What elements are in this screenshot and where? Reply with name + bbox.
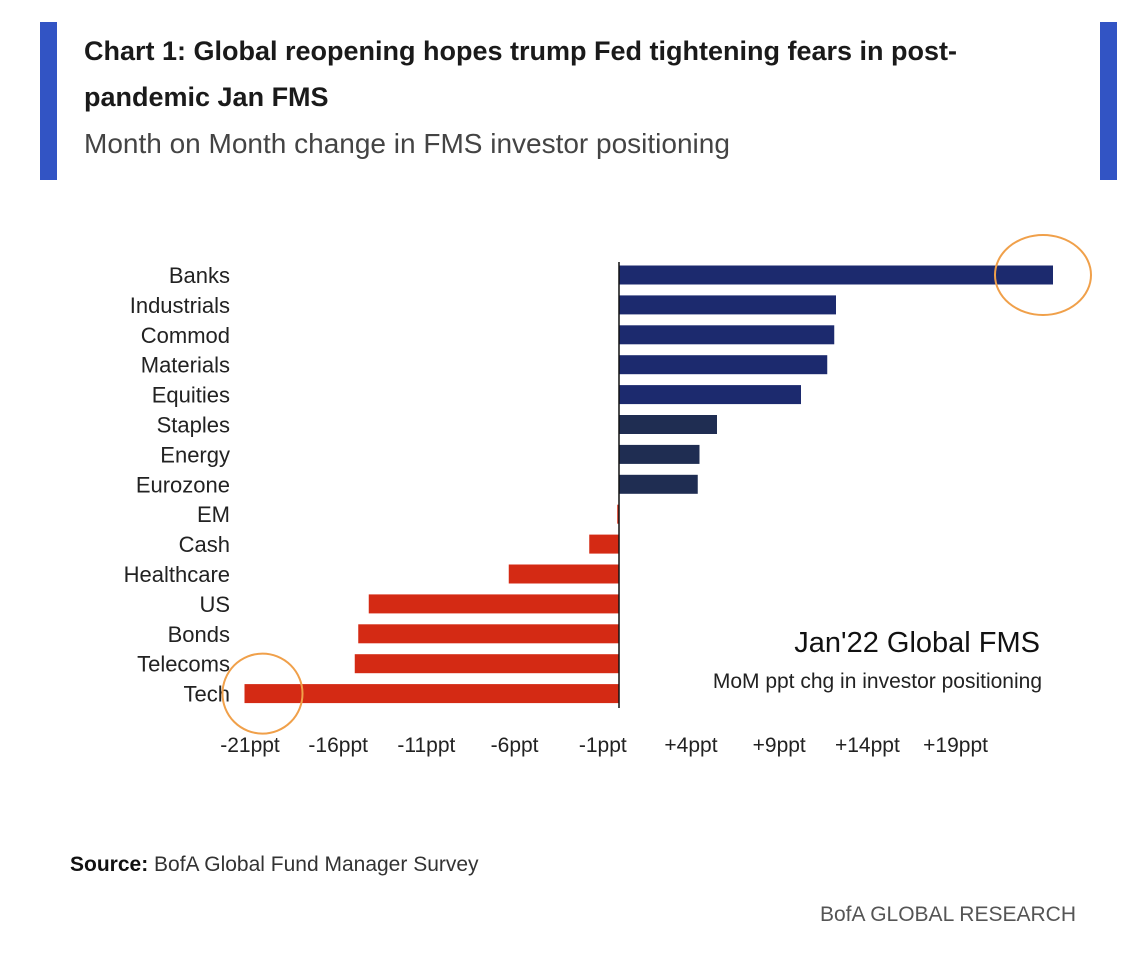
category-label-energy: Energy xyxy=(160,442,230,467)
bar-materials xyxy=(619,355,828,375)
x-tick-label: -21ppt xyxy=(220,734,280,757)
category-label-eurozone: Eurozone xyxy=(136,472,230,497)
x-tick-label: +4ppt xyxy=(664,734,717,757)
category-label-banks: Banks xyxy=(169,263,230,288)
x-tick-label: -1ppt xyxy=(579,734,627,757)
bar-equities xyxy=(619,385,801,405)
x-tick-label: +19ppt xyxy=(923,734,988,757)
chart-title: Chart 1: Global reopening hopes trump Fe… xyxy=(84,36,958,112)
bar-staples xyxy=(619,415,717,434)
legend-subtitle: MoM ppt chg in investor positioning xyxy=(713,670,1042,693)
category-label-commod: Commod xyxy=(141,323,230,348)
chart-subtitle: Month on Month change in FMS investor po… xyxy=(84,128,730,159)
source-text: BofA Global Fund Manager Survey xyxy=(154,853,479,876)
category-labels: Banks Industrials Commod Materials Equities S… xyxy=(124,263,230,707)
category-label-industrials: Industrials xyxy=(130,293,230,318)
bar-energy xyxy=(619,444,700,464)
right-accent-bar xyxy=(1100,22,1117,180)
bar-industrials xyxy=(619,295,836,315)
x-tick-label: +14ppt xyxy=(835,734,900,757)
highlight-circle-banks xyxy=(994,234,1092,316)
x-tick-label: -6ppt xyxy=(491,734,539,757)
category-label-equities: Equities xyxy=(152,383,230,408)
bar-tech xyxy=(244,684,619,704)
bar-us xyxy=(368,594,619,614)
category-label-materials: Materials xyxy=(141,353,230,378)
bar-eurozone xyxy=(619,474,698,494)
highlight-circle-tech xyxy=(221,652,304,735)
brand-label: BofA GLOBAL RESEARCH xyxy=(820,903,1076,926)
bar-em xyxy=(617,504,619,524)
bar-chart: Banks Industrials Commod Materials Equities S… xyxy=(124,234,1092,757)
bar-healthcare xyxy=(508,564,619,584)
source-note: Source: BofA Global Fund Manager Survey xyxy=(70,853,479,877)
category-label-us: US xyxy=(199,592,230,617)
category-label-telecoms: Telecoms xyxy=(137,652,230,677)
x-tick-label: -11ppt xyxy=(397,734,455,757)
highlight-circles xyxy=(221,234,1092,735)
category-label-cash: Cash xyxy=(179,532,230,557)
category-label-bonds: Bonds xyxy=(168,622,230,647)
x-tick-label: +9ppt xyxy=(753,734,806,757)
bar-telecoms xyxy=(354,654,619,674)
bar-cash xyxy=(589,534,619,554)
category-label-healthcare: Healthcare xyxy=(124,562,230,587)
x-tick-label: -16ppt xyxy=(308,734,368,757)
bar-commod xyxy=(619,325,835,345)
x-tick-labels: -21ppt -16ppt -11ppt -6ppt -1ppt +4ppt +9ppt +1… xyxy=(220,734,988,757)
legend-title: Jan'22 Global FMS xyxy=(794,627,1040,659)
bar-banks xyxy=(619,265,1053,285)
category-label-staples: Staples xyxy=(157,413,230,438)
left-accent-bar xyxy=(40,22,57,180)
bar-bonds xyxy=(358,624,619,644)
source-label: Source: xyxy=(70,853,149,876)
category-label-em: EM xyxy=(197,502,230,527)
bars-group xyxy=(244,265,1053,704)
